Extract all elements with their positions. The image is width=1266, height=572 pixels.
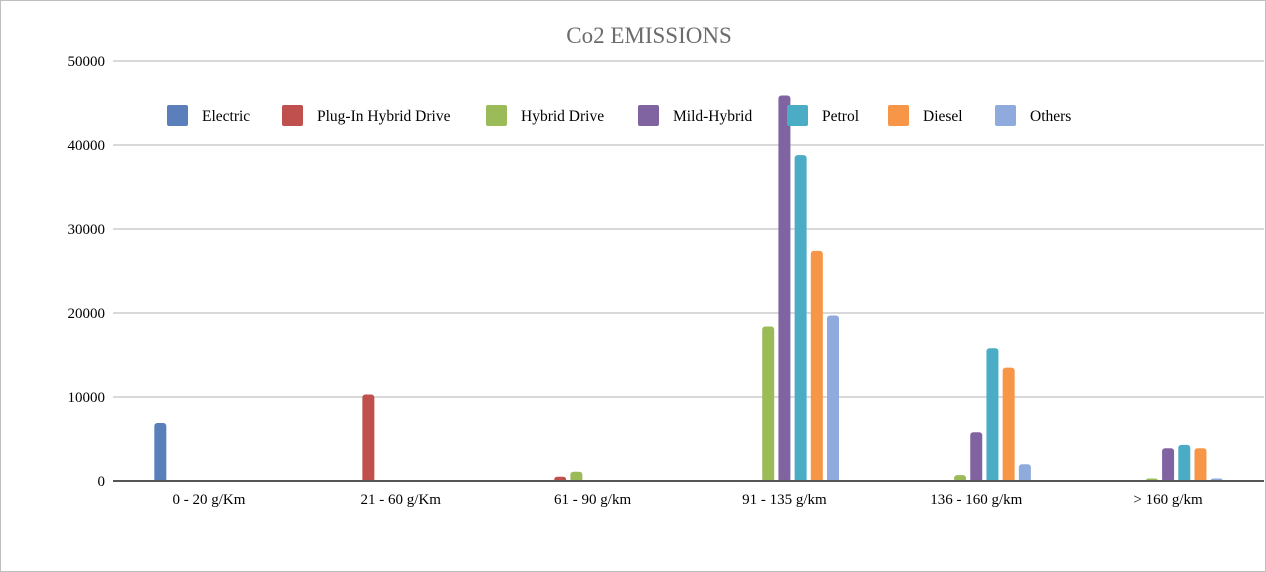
bars-layer xyxy=(154,95,1223,482)
bar-mild-hybrid xyxy=(970,432,983,482)
legend-label: Hybrid Drive xyxy=(521,108,604,125)
x-tick-label: 21 - 60 g/Km xyxy=(361,492,442,508)
y-tick-label: 40000 xyxy=(68,138,106,154)
x-tick-label: 136 - 160 g/km xyxy=(930,492,1022,508)
legend-swatch xyxy=(282,105,303,126)
y-tick-label: 20000 xyxy=(68,306,106,322)
legend-swatch xyxy=(638,105,659,126)
bar-others xyxy=(1018,464,1031,482)
y-tick-label: 30000 xyxy=(68,222,106,238)
legend-label: Diesel xyxy=(923,108,963,125)
bar-diesel xyxy=(810,250,823,482)
axis-layer: 0 10000 20000 30000 40000 50000 0 - 20 g/Km 21 … xyxy=(68,54,1264,508)
legend-label: Others xyxy=(1030,108,1071,125)
bar-mild-hybrid xyxy=(778,95,791,482)
legend-label: Mild-Hybrid xyxy=(673,108,752,125)
legend-swatch xyxy=(486,105,507,126)
legend-item: Hybrid Drive xyxy=(486,105,604,126)
bar-petrol xyxy=(794,155,807,482)
legend-item: Others xyxy=(995,105,1071,126)
legend-item: Mild-Hybrid xyxy=(638,105,752,126)
legend-item: Electric xyxy=(167,105,250,126)
chart-title: Co2 EMISSIONS xyxy=(566,23,732,48)
legend-label: Plug-In Hybrid Drive xyxy=(317,108,451,125)
legend-label: Petrol xyxy=(822,108,859,125)
bar-mild-hybrid xyxy=(1162,448,1175,482)
legend-swatch xyxy=(787,105,808,126)
legend-swatch xyxy=(888,105,909,126)
x-tick-label: 91 - 135 g/km xyxy=(742,492,827,508)
legend-item: Petrol xyxy=(787,105,859,126)
grid-layer xyxy=(113,60,1264,398)
legend-item: Diesel xyxy=(888,105,963,126)
legend-swatch xyxy=(167,105,188,126)
y-tick-label: 0 xyxy=(98,474,106,490)
bar-plug-in-hybrid-drive xyxy=(362,394,375,482)
legend-swatch xyxy=(995,105,1016,126)
y-tick-label: 50000 xyxy=(68,54,106,70)
bar-diesel xyxy=(1194,448,1207,482)
x-tick-label: 61 - 90 g/km xyxy=(554,492,631,508)
legend: Electric Plug-In Hybrid Drive Hybrid Drive… xyxy=(167,105,1071,126)
legend-item: Plug-In Hybrid Drive xyxy=(282,105,451,126)
x-tick-label: 0 - 20 g/Km xyxy=(172,492,245,508)
x-tick-label: > 160 g/km xyxy=(1133,492,1203,508)
bar-petrol xyxy=(1178,444,1191,482)
bar-hybrid-drive xyxy=(762,326,775,482)
y-tick-label: 10000 xyxy=(68,390,106,406)
bar-electric xyxy=(154,423,167,482)
bar-hybrid-drive xyxy=(570,471,583,482)
bar-petrol xyxy=(986,348,999,482)
bar-diesel xyxy=(1002,367,1015,482)
legend-label: Electric xyxy=(202,108,250,125)
bar-others xyxy=(827,315,840,482)
